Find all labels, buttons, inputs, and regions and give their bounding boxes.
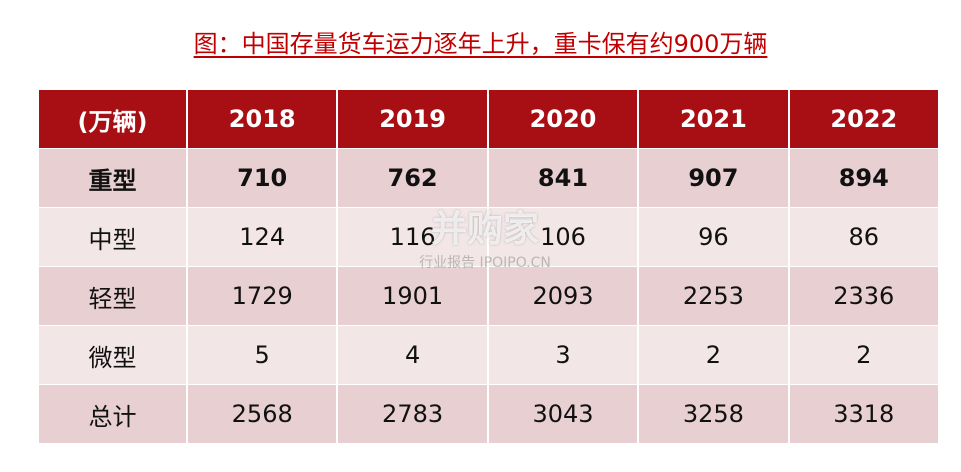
table-cell: 3 — [486, 325, 640, 385]
table-cell: 3318 — [787, 384, 941, 443]
table-row: 重型 710 762 841 907 894 — [37, 148, 941, 208]
table-cell: 2253 — [637, 266, 790, 326]
table-cell: 124 — [185, 207, 339, 267]
row-label: 重型 — [37, 148, 188, 208]
table-cell: 1901 — [336, 266, 489, 326]
header-cell: 2022 — [787, 89, 941, 149]
header-cell: 2019 — [336, 89, 489, 149]
table-cell: 841 — [486, 148, 640, 208]
table-cell: 3258 — [637, 384, 790, 443]
table-cell: 2568 — [185, 384, 339, 443]
table-cell: 106 — [486, 207, 640, 267]
table-cell: 4 — [336, 325, 489, 385]
table-row: 微型 5 4 3 2 2 — [37, 325, 941, 385]
table-cell: 2783 — [336, 384, 489, 443]
header-cell: 2021 — [637, 89, 790, 149]
table-cell: 2 — [787, 325, 941, 385]
header-cell: 2020 — [486, 89, 640, 149]
table-cell: 2093 — [486, 266, 640, 326]
table-row: 轻型 1729 1901 2093 2253 2336 — [37, 266, 941, 326]
row-label: 总计 — [37, 384, 188, 443]
table-body: 重型 710 762 841 907 894 中型 124 116 106 96 86 轻型 1729 19… — [37, 148, 941, 443]
table-cell: 2336 — [787, 266, 941, 326]
table-cell: 762 — [336, 148, 489, 208]
title: 图：中国存量货车运力逐年上升，重卡保有约900万辆 — [193, 30, 768, 58]
header-row: (万辆) 2018 2019 2020 2021 2022 — [37, 89, 941, 149]
row-label: 微型 — [37, 325, 188, 385]
table-cell: 2 — [637, 325, 790, 385]
table-cell: 3043 — [486, 384, 640, 443]
table-cell: 1729 — [185, 266, 339, 326]
header-cell: 2018 — [185, 89, 339, 149]
header-cell: (万辆) — [37, 89, 188, 149]
row-label: 中型 — [37, 207, 188, 267]
table-cell: 86 — [787, 207, 941, 267]
table-cell: 894 — [787, 148, 941, 208]
table-cell: 116 — [336, 207, 489, 267]
table-row: 中型 124 116 106 96 86 — [37, 207, 941, 267]
row-label: 轻型 — [37, 266, 188, 326]
data-table: (万辆) 2018 2019 2020 2021 2022 重型 710 762 841 907 8… — [37, 89, 941, 443]
table-row: 总计 2568 2783 3043 3258 3318 — [37, 384, 941, 443]
table-cell: 907 — [637, 148, 790, 208]
table-cell: 5 — [185, 325, 339, 385]
table-cell: 96 — [637, 207, 790, 267]
table-cell: 710 — [185, 148, 339, 208]
